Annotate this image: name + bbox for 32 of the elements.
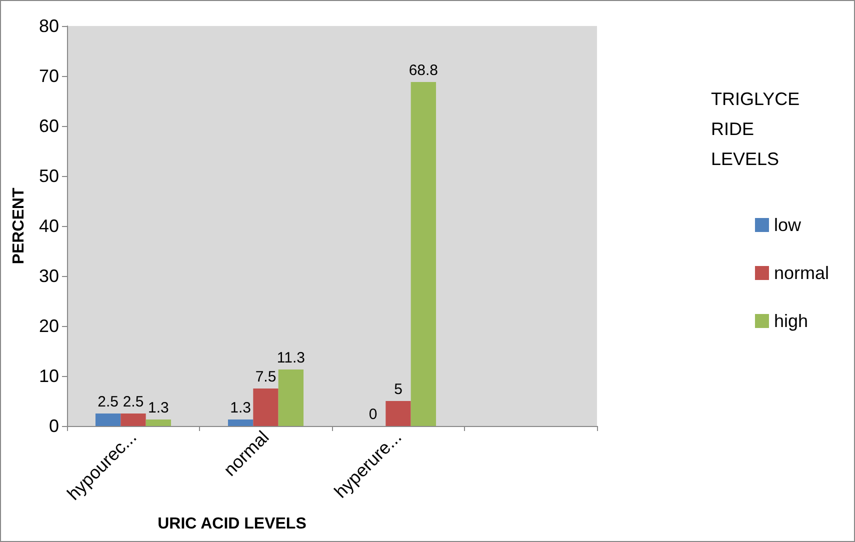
data-label: 2.5 [122, 394, 144, 410]
data-label: 0 [368, 406, 378, 423]
y-tick-label: 20 [38, 316, 59, 336]
bar [278, 370, 304, 426]
legend-label: high [774, 311, 808, 331]
data-label: 5 [394, 381, 402, 398]
bar [386, 401, 411, 426]
data-label: 68.8 [408, 62, 438, 79]
bar [120, 414, 146, 426]
y-tick-label: 30 [38, 266, 59, 286]
data-label: 7.5 [255, 368, 276, 386]
y-tick-label: 50 [38, 166, 59, 186]
legend-label: low [774, 215, 802, 235]
bar [95, 414, 121, 426]
y-tick-label: 60 [38, 116, 59, 136]
bar [253, 388, 278, 426]
y-tick-label: 0 [48, 416, 59, 436]
legend-title: TRIGLYCE RIDE LEVELS [711, 89, 800, 169]
bar [146, 420, 172, 426]
data-label: 1.3 [230, 400, 252, 416]
data-label: 11.3 [276, 350, 305, 366]
x-axis-title: URIC ACID LEVELS [158, 516, 307, 532]
y-tick-label: 70 [38, 66, 59, 86]
legend-label: normal [774, 263, 830, 283]
y-tick-label: 80 [38, 16, 59, 36]
y-tick-label: 40 [38, 216, 59, 236]
data-label: 2.5 [98, 394, 119, 410]
bar [228, 420, 254, 426]
data-label: 1.3 [148, 400, 169, 416]
y-tick-label: 10 [38, 366, 59, 386]
y-axis-title: PERCENT [10, 188, 28, 264]
bar [410, 82, 436, 426]
